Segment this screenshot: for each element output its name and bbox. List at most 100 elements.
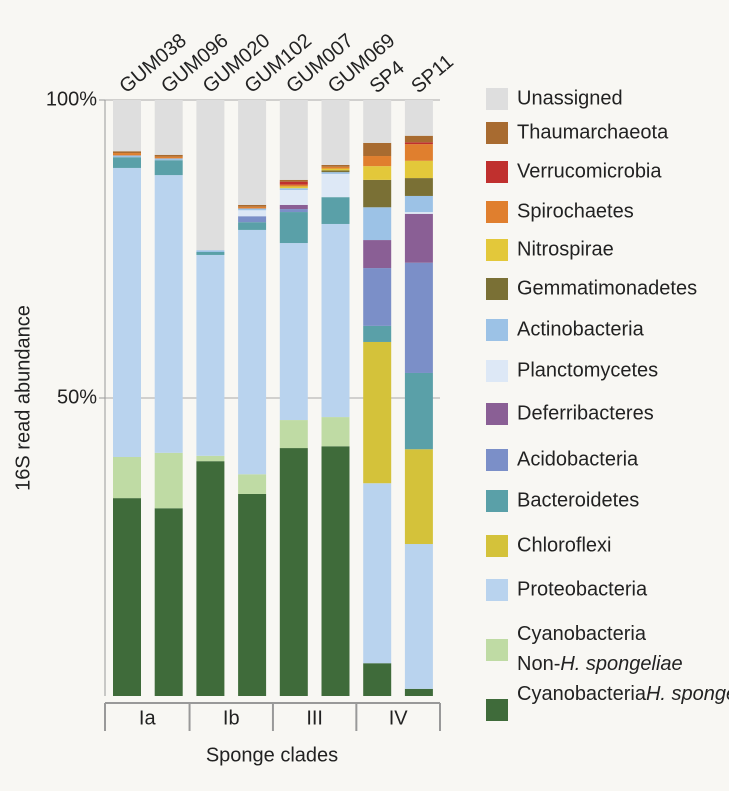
bar-segment [154, 158, 183, 161]
bar-segment [154, 508, 183, 696]
legend-swatch [486, 699, 508, 721]
bar-segment [404, 195, 433, 213]
bar-segment [113, 100, 141, 152]
legend-swatch [486, 88, 508, 110]
bar-segment [279, 212, 308, 244]
legend-label: Actinobacteria [517, 318, 645, 340]
bar-segment [363, 179, 392, 208]
bar-segment [279, 184, 308, 187]
bar-segment [363, 207, 392, 241]
bar-segment [404, 144, 433, 161]
bar-segment [363, 483, 392, 664]
legend-label: Thaumarchaeota [517, 121, 669, 143]
bar-segment [321, 168, 350, 171]
bar-segment [279, 181, 308, 185]
y-tick-label: 50% [57, 386, 97, 408]
bar-segment [321, 166, 350, 169]
bar-segment [321, 173, 350, 198]
bar-segment [279, 189, 308, 205]
bar-segment [196, 251, 225, 255]
legend-label: Spirochaetes [517, 200, 634, 222]
bar-segment [196, 455, 225, 462]
legend-label: Nitrospirae [517, 238, 614, 260]
y-axis-label: 16S read abundance [12, 305, 34, 491]
bar-segment [238, 474, 267, 494]
legend-label: Unassigned [517, 87, 623, 109]
bar-segment [404, 213, 433, 263]
legend-label: Chloroflexi [517, 534, 611, 556]
bar-segment [321, 197, 350, 224]
bar-segment [279, 209, 308, 213]
legend-swatch [486, 579, 508, 601]
bar-segment [363, 663, 392, 696]
bar-segment [363, 166, 392, 180]
legend-swatch [486, 639, 508, 661]
bar-segment [363, 100, 392, 143]
legend-label: Acidobacteria [517, 448, 639, 470]
bar-segment [363, 142, 392, 157]
bar-segment [113, 155, 141, 158]
bar-segment [279, 448, 308, 696]
legend-label: Deferribacteres [517, 402, 654, 424]
bar-segment [404, 100, 433, 136]
bar-segment [321, 164, 350, 167]
bar-segment [404, 160, 433, 179]
legend-swatch [486, 278, 508, 300]
legend-swatch [486, 122, 508, 144]
bar-segment [113, 153, 141, 156]
bar-segment [404, 262, 433, 373]
bar-segment [279, 420, 308, 449]
category-label: SP11 [407, 51, 457, 98]
bar-segment [279, 179, 308, 182]
bar-segment [154, 452, 183, 509]
bar-segment [363, 341, 392, 484]
legend-label: Cyanobacteria Non-H. spongeliae [517, 623, 683, 675]
bar-segment [321, 172, 350, 174]
bar-segment [154, 160, 183, 176]
legend-swatch [486, 201, 508, 223]
bar-segment [238, 222, 267, 230]
clade-label: III [306, 707, 323, 729]
bar-segment [363, 325, 392, 342]
bar-segment [238, 493, 267, 696]
bar-segment [154, 156, 183, 159]
bar-segment [279, 100, 308, 180]
bar-segment [154, 154, 183, 157]
x-axis-label: Sponge clades [206, 744, 338, 766]
bar-segment [196, 250, 225, 252]
bar-segment [113, 151, 141, 154]
bar-segment [238, 100, 267, 205]
bar-segment [113, 457, 141, 499]
bar-segment [404, 372, 433, 450]
bar-segment [404, 135, 433, 143]
bar-segment [154, 175, 183, 453]
bar-segment [404, 178, 433, 196]
bar-segment [279, 243, 308, 421]
y-tick-label: 100% [46, 88, 97, 110]
bar-segment [238, 216, 267, 223]
legend-swatch [486, 161, 508, 183]
bar-segment [321, 446, 350, 696]
bar-segment [113, 157, 141, 168]
bar-segment [279, 188, 308, 190]
clade-label: Ib [223, 707, 240, 729]
legend-swatch [486, 319, 508, 341]
bar-segment [321, 170, 350, 173]
clade-label: IV [389, 707, 409, 729]
bar-segment [196, 100, 225, 251]
bar-segment [238, 229, 267, 475]
legend-swatch [486, 360, 508, 382]
legend-swatch [486, 239, 508, 261]
legend-swatch [486, 403, 508, 425]
bar-segment [321, 417, 350, 447]
bar-segment [238, 208, 267, 211]
bar-segment [196, 254, 225, 456]
bar-segment [279, 204, 308, 210]
legend-label: Planctomycetes [517, 359, 658, 381]
bar-segment [321, 223, 350, 418]
bar-segment [196, 461, 225, 696]
bar-segment [404, 142, 433, 145]
legend-label: Proteobacteria [517, 578, 648, 600]
legend-swatch [486, 535, 508, 557]
